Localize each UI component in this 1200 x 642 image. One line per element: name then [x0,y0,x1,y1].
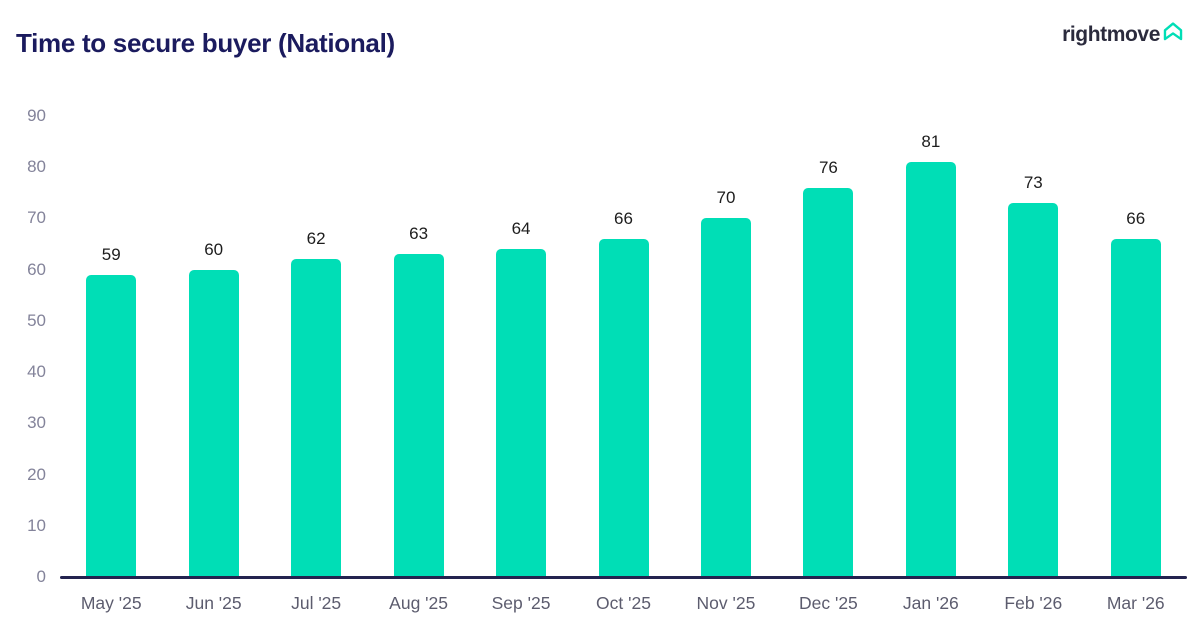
x-axis-tick-label: Jan '26 [902,593,959,613]
bar-value-label: 76 [818,157,838,177]
x-axis-tick-label: Jul '25 [291,593,342,613]
bar-oct25 [598,238,649,577]
y-axis-tick-label: 70 [27,208,46,228]
x-axis-tick-label: Feb '26 [1004,593,1063,613]
x-axis-tick-label: Sep '25 [491,593,551,613]
x-axis-tick-label: Aug '25 [389,593,448,613]
bar-value-label: 59 [101,244,121,264]
x-axis-line [60,576,1187,579]
house-up-arrow-icon [1163,22,1183,41]
bar-may25 [86,274,137,577]
y-axis-tick-label: 50 [27,310,46,330]
bar-value-label: 63 [409,224,429,244]
y-axis-tick-label: 30 [27,413,46,433]
rightmove-logo: rightmove [1062,22,1184,48]
x-axis-tick-label: Oct '25 [596,593,651,613]
y-axis-tick-label: 90 [27,106,46,125]
bar-jun25 [188,269,239,577]
x-axis-tick-label: Jun '25 [185,593,242,613]
bar-aug25 [393,254,444,577]
y-axis-tick-label: 10 [27,515,46,535]
x-axis-tick-label: May '25 [80,593,142,613]
y-axis-tick-label: 60 [27,259,46,279]
bar-value-label: 64 [511,219,531,239]
x-axis-tick-label: Nov '25 [696,593,756,613]
bar-value-label: 70 [716,188,736,208]
y-axis-tick-label: 0 [36,567,46,586]
bar-mar26 [1110,238,1161,577]
bar-value-label: 60 [204,239,224,259]
page-title: Time to secure buyer (National) [16,28,395,58]
x-axis-tick-label: Dec '25 [799,593,858,613]
bar-value-label: 66 [614,208,633,228]
bar-jan26 [905,162,956,577]
rightmove-logo-text: rightmove [1062,23,1160,46]
y-axis-tick-label: 40 [27,362,46,382]
x-axis-tick-label: Mar '26 [1106,593,1165,613]
bar-sep25 [496,249,547,577]
y-axis-tick-label: 80 [27,157,46,177]
bar-dec25 [803,187,854,577]
bar-jul25 [291,259,342,577]
bar-feb26 [1008,203,1059,577]
bar-value-label: 81 [921,132,941,152]
y-axis-tick-label: 20 [27,464,46,484]
bar-value-label: 73 [1023,173,1043,193]
bar-value-label: 62 [306,229,326,249]
bar-nov25 [700,218,751,577]
bar-value-label: 66 [1126,208,1146,228]
